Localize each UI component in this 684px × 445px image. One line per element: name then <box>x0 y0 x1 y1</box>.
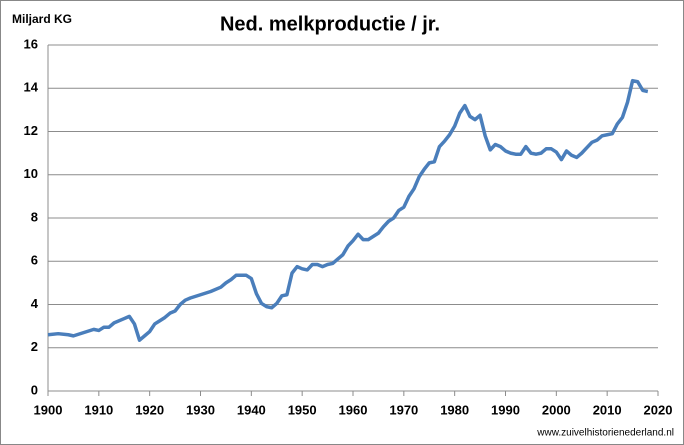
y-tick-label: 16 <box>24 36 38 51</box>
y-tick-label: 12 <box>24 123 38 138</box>
y-tick-label: 10 <box>24 166 38 181</box>
y-tick-label: 14 <box>24 80 39 95</box>
x-tick-label: 1980 <box>440 402 469 417</box>
x-tick-label: 1910 <box>84 402 113 417</box>
x-tick-label: 1970 <box>389 402 418 417</box>
y-tick-label: 6 <box>31 253 38 268</box>
x-tick-label: 1940 <box>237 402 266 417</box>
y-tick-label: 2 <box>31 339 38 354</box>
x-tick-label: 1930 <box>186 402 215 417</box>
x-tick-label: 2010 <box>593 402 622 417</box>
x-tick-label: 2000 <box>542 402 571 417</box>
data-line <box>47 78 649 342</box>
x-tick-label: 1990 <box>491 402 520 417</box>
y-tick-label: 4 <box>31 296 39 311</box>
x-tick-label: 1950 <box>288 402 317 417</box>
y-tick-label: 8 <box>31 209 38 224</box>
x-tick-label: 1920 <box>135 402 164 417</box>
y-axis-label: Miljard KG <box>12 12 72 26</box>
source: www.zuivelhistorienederland.nl <box>536 428 674 439</box>
x-tick-label: 1960 <box>339 402 368 417</box>
x-tick-label: 1900 <box>34 402 63 417</box>
chart-title: Ned. melkproductie / jr. <box>220 13 440 35</box>
y-tick-label: 0 <box>31 382 38 397</box>
x-tick-label: 2020 <box>644 402 673 417</box>
